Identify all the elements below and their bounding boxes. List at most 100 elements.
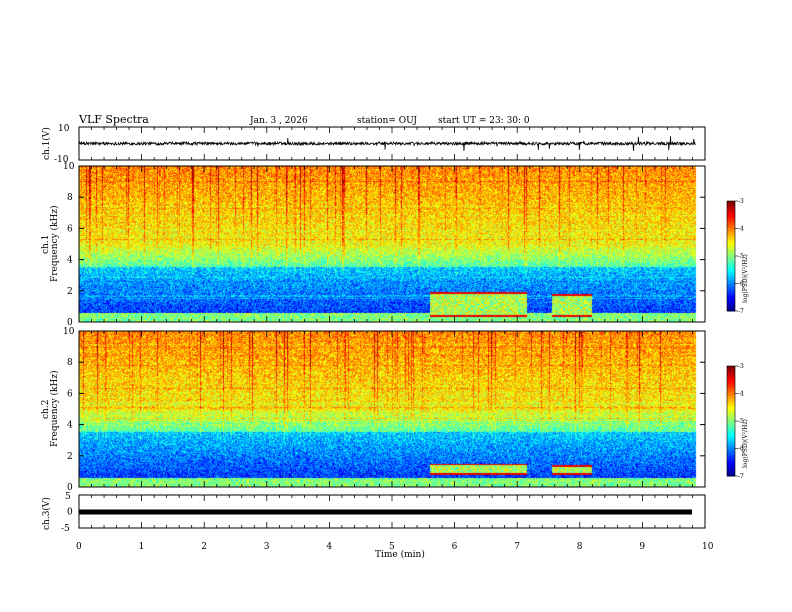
ch3-ytick-zero: 0 xyxy=(67,508,73,518)
xtick-label-8: 8 xyxy=(577,542,583,552)
ch1-spec-ytick-4: 4 xyxy=(67,256,73,266)
ch1-colorbar-cell xyxy=(727,232,735,235)
ch1-colorbar-cell xyxy=(727,298,735,301)
ch2-colorbar-cell xyxy=(727,466,735,470)
ch2-colorbar-cell xyxy=(727,371,735,374)
ch1-colorbar-cell xyxy=(727,296,735,299)
ch1-colorbar-cell xyxy=(727,239,735,242)
ch1-waveform-trace xyxy=(78,136,696,152)
ch1-colorbar-cell xyxy=(727,257,735,261)
ch2-colorbar-cell xyxy=(727,395,735,398)
ch1-colorbar-cell xyxy=(727,228,735,231)
ch2-colorbar-cell xyxy=(727,472,735,475)
ch2-colorbar-cell xyxy=(727,463,735,466)
ch2-spec-ytick-10: 10 xyxy=(63,327,75,337)
ch1-colorbar-cell xyxy=(727,210,735,213)
ch2-colorbar-tick--3: -3 xyxy=(738,363,744,370)
ch2-colorbar-cell xyxy=(727,452,735,455)
ch1-spectrogram-ylabel-channel: ch.1 xyxy=(41,235,51,254)
ch2-colorbar-cell xyxy=(727,465,735,468)
ch1-colorbar-cell xyxy=(727,301,735,305)
ch1-spec-ytick-10: 10 xyxy=(63,162,75,172)
ch2-colorbar-cell xyxy=(727,391,735,394)
ch2-colorbar-cell xyxy=(727,421,735,424)
xtick-label-3: 3 xyxy=(264,542,270,552)
ch1-colorbar-cell xyxy=(727,270,735,273)
ch1-spec-ytick-8: 8 xyxy=(67,193,73,203)
xtick-label-4: 4 xyxy=(326,542,332,552)
station-label: station= OUJ xyxy=(357,116,417,126)
date-label: Jan. 3 , 2026 xyxy=(249,116,308,126)
ch2-colorbar-cell xyxy=(727,397,735,400)
ch2-colorbar-cell xyxy=(727,446,735,449)
ch1-colorbar-cell xyxy=(727,263,735,266)
ch2-colorbar-cell xyxy=(727,393,735,396)
ch2-colorbar-cell xyxy=(727,400,735,404)
ch2-colorbar-cell xyxy=(727,441,735,444)
ch1-colorbar-cell xyxy=(727,213,735,217)
ch1-colorbar-cell xyxy=(727,246,735,250)
ch2-colorbar-cell xyxy=(727,457,735,460)
ch1-ytick-top: 10 xyxy=(58,124,70,134)
ch3-ytick-top: 5 xyxy=(65,492,71,502)
ch1-colorbar-cell xyxy=(727,202,735,206)
ch1-colorbar-cell xyxy=(727,245,735,248)
ch2-colorbar-cell xyxy=(727,454,735,457)
ch2-colorbar-cell xyxy=(727,433,735,437)
xtick-label-5: 5 xyxy=(389,542,395,552)
ch2-colorbar-cell xyxy=(727,435,735,438)
ch1-colorbar-cell xyxy=(727,281,735,284)
x-axis-label: Time (min) xyxy=(375,549,425,560)
ch1-colorbar-cell xyxy=(727,208,735,211)
ch2-colorbar-cell xyxy=(727,444,735,448)
ch1-colorbar-cell xyxy=(727,268,735,272)
ch2-spectrogram-ylabel-frequency: Frequency (kHz) xyxy=(49,370,60,447)
ch2-colorbar-cell xyxy=(727,406,735,409)
ch1-colorbar-cell xyxy=(727,256,735,259)
ch1-colorbar-cell xyxy=(727,204,735,207)
ch1-colorbar-cell xyxy=(727,217,735,220)
ch2-colorbar-cell xyxy=(727,437,735,440)
ch1-colorbar-cell xyxy=(727,226,735,229)
xtick-label-6: 6 xyxy=(452,542,458,552)
ch2-colorbar-cell xyxy=(727,375,735,378)
ch1-spectrogram-ylabel-frequency: Frequency (kHz) xyxy=(49,205,60,282)
ch2-colorbar-cell xyxy=(727,448,735,451)
ch2-colorbar-cell xyxy=(727,450,735,453)
ch2-spec-ytick-4: 4 xyxy=(67,421,73,431)
ch2-colorbar-cell xyxy=(727,428,735,431)
xtick-label-10: 10 xyxy=(702,542,714,552)
ch2-colorbar-cell xyxy=(727,419,735,422)
ch2-colorbar-cell xyxy=(727,389,735,393)
ch1-colorbar-cell xyxy=(727,279,735,283)
ch1-colorbar-cell xyxy=(727,265,735,268)
ch2-spec-ytick-2: 2 xyxy=(67,452,73,462)
ch1-colorbar-cell xyxy=(727,300,735,303)
ch2-colorbar-cell xyxy=(727,399,735,402)
ch1-colorbar-cell xyxy=(727,289,735,292)
ch1-colorbar-tick--4: -4 xyxy=(738,226,744,233)
ch1-spec-ytick-2: 2 xyxy=(67,287,73,297)
ch1-colorbar-cell xyxy=(727,201,735,204)
start-time-label: start UT = 23: 30: 0 xyxy=(438,116,530,126)
ch1-colorbar-cell xyxy=(727,290,735,294)
ch2-colorbar-tick--7: -7 xyxy=(738,473,744,480)
ch1-colorbar-cell xyxy=(727,215,735,218)
ch2-colorbar-cell xyxy=(727,459,735,462)
ch2-colorbar-cell xyxy=(727,402,735,405)
ch1-colorbar-cell xyxy=(727,241,735,244)
ch2-colorbar-cell xyxy=(727,432,735,435)
ch1-colorbar-cell xyxy=(727,285,735,288)
ch1-colorbar-cell xyxy=(727,235,735,239)
ch2-colorbar-cell xyxy=(727,378,735,382)
ch1-colorbar-tick--5: -5 xyxy=(738,253,744,260)
ch1-colorbar-cell xyxy=(727,287,735,290)
ch2-colorbar-cell xyxy=(727,373,735,376)
ch1-colorbar-cell xyxy=(727,212,735,215)
xtick-label-1: 1 xyxy=(139,542,145,552)
ch2-colorbar: -3 -4 -5 -6 -7 log(PSD)(V²/Hz) xyxy=(726,363,749,480)
ch2-colorbar-cell xyxy=(727,388,735,391)
ch1-colorbar-cell xyxy=(727,278,735,281)
ch2-colorbar-cell xyxy=(727,366,735,369)
ch1-colorbar-cell xyxy=(727,230,735,233)
